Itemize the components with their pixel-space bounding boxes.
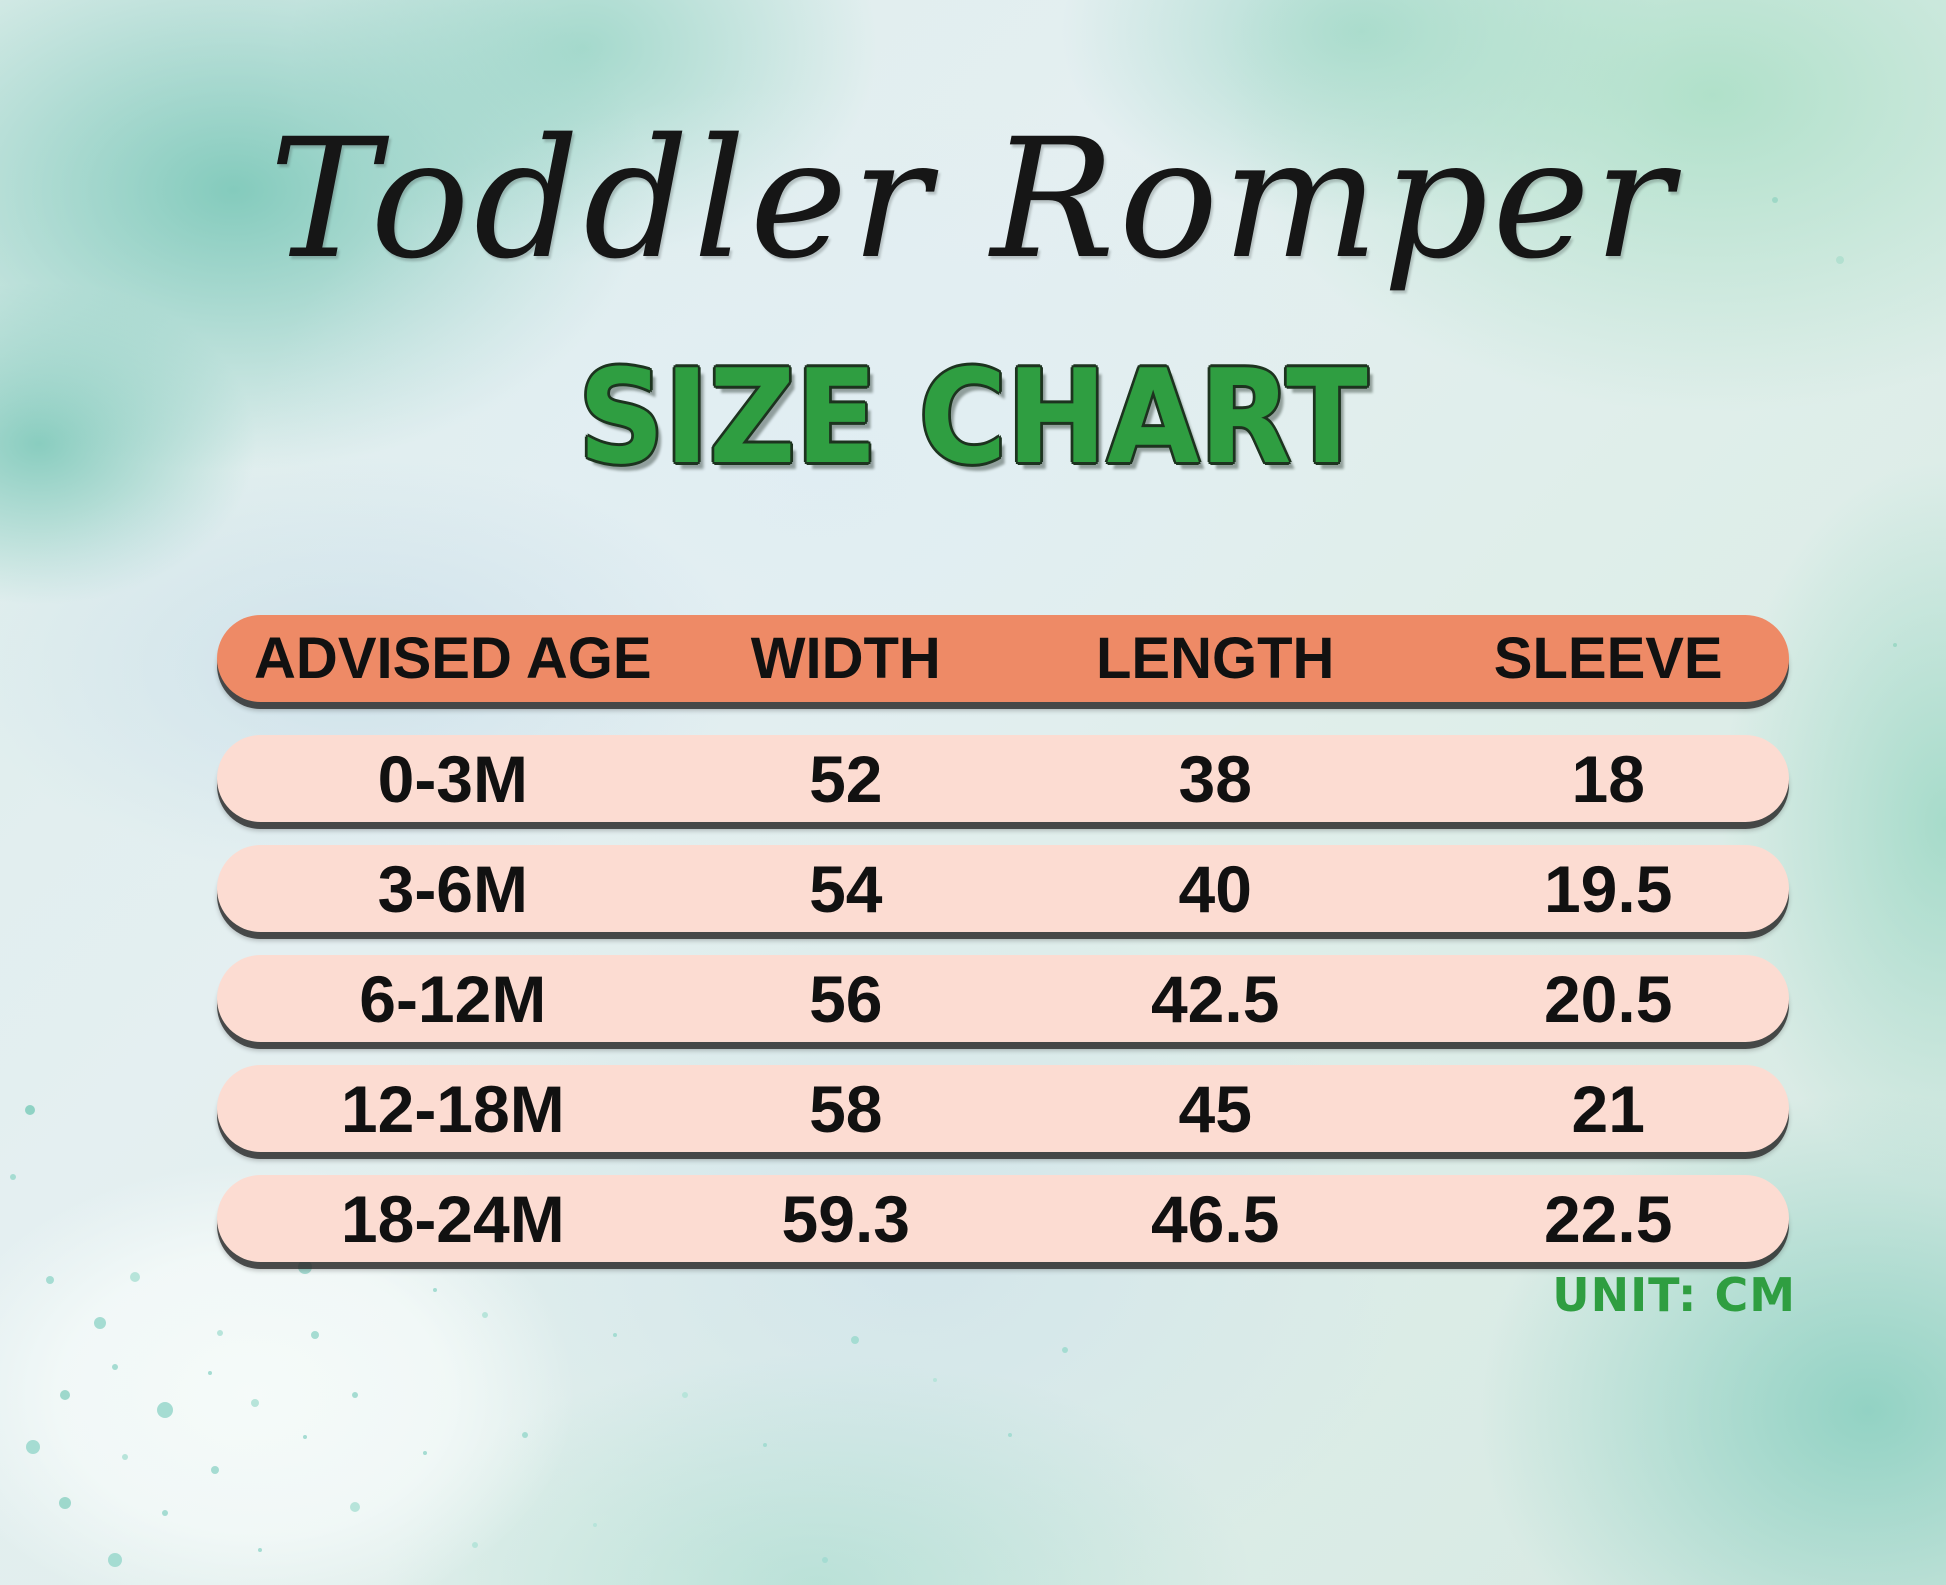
column-header-sleeve: SLEEVE — [1493, 626, 1723, 691]
cell-sleeve: 19.5 — [1543, 851, 1673, 926]
column-header-advised-age: ADVISED AGE — [254, 626, 652, 691]
cell-sleeve: 21 — [1571, 1071, 1645, 1146]
size-table: ADVISED AGE WIDTH LENGTH SLEEVE 0-3M 52 … — [217, 615, 1789, 1285]
cell-width: 52 — [809, 741, 883, 816]
page-title: Toddler Romper — [269, 103, 1677, 295]
cell-width: 58 — [809, 1071, 883, 1146]
cell-age: 0-3M — [377, 741, 528, 816]
cell-width: 54 — [809, 851, 883, 926]
cell-length: 45 — [1178, 1071, 1252, 1146]
column-header-width: WIDTH — [750, 626, 941, 691]
cell-age: 6-12M — [359, 961, 547, 1036]
table-row: 0-3M 52 38 18 — [217, 735, 1789, 822]
cell-age: 3-6M — [377, 851, 528, 926]
table-row: 3-6M 54 40 19.5 — [217, 845, 1789, 932]
cell-age: 18-24M — [340, 1181, 565, 1256]
table-header-row: ADVISED AGE WIDTH LENGTH SLEEVE — [217, 615, 1789, 702]
page-subtitle: SIZE CHART — [578, 341, 1368, 493]
cell-length: 40 — [1178, 851, 1252, 926]
cell-width: 59.3 — [781, 1181, 911, 1256]
unit-note: UNIT: CM — [1552, 1268, 1796, 1322]
watercolor-speckles — [0, 0, 10, 10]
cell-width: 56 — [809, 961, 883, 1036]
table-row: 6-12M 56 42.5 20.5 — [217, 955, 1789, 1042]
cell-sleeve: 22.5 — [1543, 1181, 1673, 1256]
cell-length: 42.5 — [1150, 961, 1280, 1036]
cell-sleeve: 20.5 — [1543, 961, 1673, 1036]
table-row: 12-18M 58 45 21 — [217, 1065, 1789, 1152]
table-row: 18-24M 59.3 46.5 22.5 — [217, 1175, 1789, 1262]
cell-length: 38 — [1178, 741, 1252, 816]
cell-sleeve: 18 — [1571, 741, 1645, 816]
cell-length: 46.5 — [1150, 1181, 1280, 1256]
column-header-length: LENGTH — [1095, 626, 1335, 691]
cell-age: 12-18M — [340, 1071, 565, 1146]
